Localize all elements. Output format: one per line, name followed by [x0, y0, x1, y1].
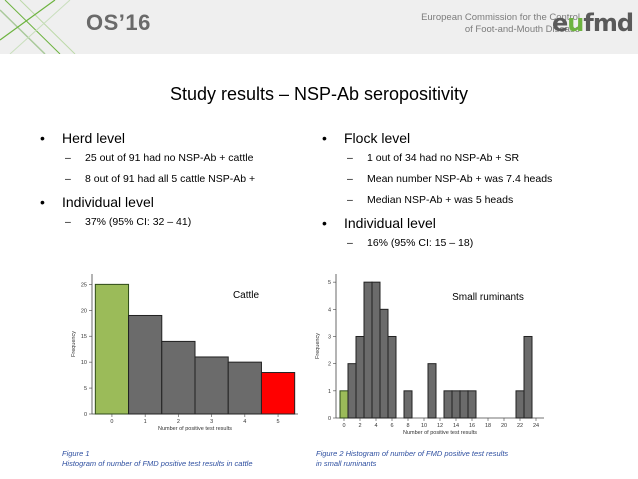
figure1-caption: Figure 1 Histogram of number of FMD posi…: [62, 449, 253, 468]
x-tick-label: 18: [485, 423, 491, 429]
histogram-bar: [128, 314, 163, 415]
y-tick-label: 4: [328, 307, 331, 313]
organization-name: European Commission for the Control of F…: [421, 12, 580, 35]
y-tick-label: 5: [328, 280, 331, 286]
os16-logo: OS’16: [86, 10, 151, 35]
histogram-bar: [515, 390, 525, 419]
slide-title: Study results – NSP-Ab seropositivity: [169, 84, 469, 104]
chart-label: Cattle: [233, 290, 260, 301]
x-tick-label: 8: [406, 423, 409, 429]
sub-bullet: 16% (95% CI: 15 – 18): [322, 237, 622, 250]
x-axis-label: Number of positive test results: [158, 426, 232, 432]
header-banner: OS’16 European Commission for the Contro…: [0, 0, 638, 54]
histogram-bar: [403, 390, 413, 419]
bullet-herd-level: Herd level: [40, 130, 310, 146]
histogram-bar: [94, 283, 130, 415]
left-column: Herd level 25 out of 91 had no NSP-Ab + …: [40, 130, 310, 237]
right-column: Flock level 1 out of 34 had no NSP-Ab + …: [322, 130, 622, 258]
sub-bullet: Mean number NSP-Ab + was 7.4 heads: [322, 173, 622, 186]
x-tick-label: 14: [453, 423, 459, 429]
y-tick-label: 2: [328, 362, 331, 368]
x-axis-label: Number of positive test results: [403, 430, 477, 436]
bullet-flock-level: Flock level: [322, 130, 622, 146]
x-tick-label: 2: [358, 423, 361, 429]
histogram-bar: [459, 390, 469, 419]
x-tick-label: 1: [144, 419, 147, 425]
histogram-bar: [523, 335, 533, 419]
histogram-bar: [443, 390, 453, 419]
chart-label: Small ruminants: [452, 292, 524, 303]
sub-bullet: 8 out of 91 had all 5 cattle NSP-Ab +: [40, 173, 310, 186]
bullet-individual-level: Individual level: [322, 215, 622, 231]
histogram-bar: [371, 281, 381, 419]
bullet-individual-level: Individual level: [40, 194, 310, 210]
y-tick-label: 0: [328, 416, 331, 422]
x-tick-label: 0: [110, 419, 113, 425]
y-tick-label: 15: [81, 334, 87, 340]
x-tick-label: 10: [421, 423, 427, 429]
cattle-histogram: 0 5 10 15 20 25 0 1 2 3 4 5 Number of positive test …: [71, 274, 298, 432]
histogram-bar: [347, 363, 357, 419]
x-tick-label: 0: [342, 423, 345, 429]
y-tick-label: 10: [81, 360, 87, 366]
histogram-bar: [355, 335, 365, 419]
y-tick-label: 25: [81, 282, 87, 288]
histogram-bar: [427, 363, 437, 419]
eufmd-logo: eufmd: [552, 9, 634, 37]
histogram-bar: [467, 390, 477, 419]
x-tick-label: 12: [437, 423, 443, 429]
histogram-bar: [363, 281, 373, 419]
x-tick-label: 20: [501, 423, 507, 429]
x-tick-label: 4: [374, 423, 377, 429]
histogram-bar: [227, 361, 262, 415]
y-axis-label: Frequency: [71, 331, 77, 357]
histogram-bar: [379, 308, 389, 419]
y-tick-label: 1: [328, 389, 331, 395]
y-axis-label: Frequency: [315, 333, 321, 359]
sub-bullet: 1 out of 34 had no NSP-Ab + SR: [322, 152, 622, 165]
sub-bullet: 37% (95% CI: 32 – 41): [40, 216, 310, 229]
sub-bullet: 25 out of 91 had no NSP-Ab + cattle: [40, 152, 310, 165]
x-tick-label: 2: [177, 419, 180, 425]
figure2-caption: Figure 2 Histogram of number of FMD posi…: [316, 449, 509, 468]
sub-bullet: Median NSP-Ab + was 5 heads: [322, 194, 622, 207]
x-tick-label: 16: [469, 423, 475, 429]
histogram-bar: [260, 372, 296, 415]
histogram-bar: [339, 390, 349, 419]
y-tick-label: 20: [81, 308, 87, 314]
x-tick-label: 4: [243, 419, 246, 425]
y-tick-label: 0: [84, 412, 87, 418]
x-tick-label: 24: [533, 423, 539, 429]
histogram-bar: [387, 335, 397, 419]
x-tick-label: 22: [517, 423, 523, 429]
x-tick-label: 5: [277, 419, 280, 425]
histogram-bar: [194, 356, 229, 415]
histogram-bar: [161, 340, 196, 415]
x-tick-label: 6: [390, 423, 393, 429]
x-tick-label: 3: [210, 419, 213, 425]
y-tick-label: 3: [328, 334, 331, 340]
y-tick-label: 5: [84, 386, 87, 392]
histogram-bar: [451, 390, 461, 419]
decorative-stripes-icon: [0, 0, 76, 54]
